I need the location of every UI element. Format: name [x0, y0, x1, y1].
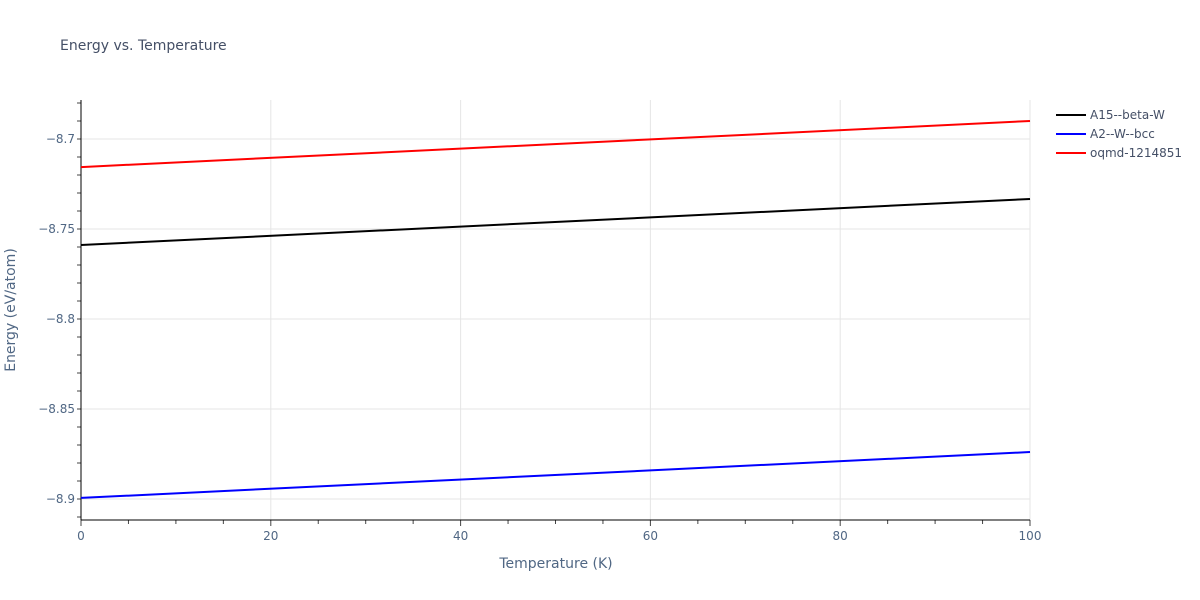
axes: 0 20 40 60 80 100 −8.7 −8.75 −8.8 −8.85 −8.9 — [38, 100, 1041, 543]
x-tick-label: 100 — [1019, 529, 1042, 543]
x-tick-label: 80 — [833, 529, 848, 543]
y-tick-label: −8.7 — [46, 132, 75, 146]
legend-item[interactable]: oqmd-1214851 — [1056, 146, 1182, 160]
legend-label: A15--beta-W — [1090, 108, 1165, 122]
x-tick-label: 0 — [77, 529, 85, 543]
chart-title: Energy vs. Temperature — [60, 38, 227, 54]
series-line-A2--W--bcc[interactable] — [80, 451, 1031, 499]
legend-item[interactable]: A15--beta-W — [1056, 108, 1165, 122]
y-tick-label: −8.9 — [46, 492, 75, 506]
y-axis-title: Energy (eV/atom) — [3, 248, 19, 372]
legend-item[interactable]: A2--W--bcc — [1056, 127, 1155, 141]
legend[interactable]: A15--beta-W A2--W--bcc oqmd-1214851 — [1056, 108, 1182, 160]
y-tick-label: −8.75 — [38, 222, 75, 236]
x-tick-label: 60 — [643, 529, 658, 543]
x-tick-label: 40 — [453, 529, 468, 543]
y-tick-label: −8.8 — [46, 312, 75, 326]
gridlines — [81, 100, 1031, 520]
plot-area[interactable] — [80, 120, 1031, 499]
x-tick-label: 20 — [263, 529, 278, 543]
legend-label: oqmd-1214851 — [1090, 146, 1182, 160]
series-line-oqmd-1214851[interactable] — [80, 120, 1031, 169]
y-tick-label: −8.85 — [38, 402, 75, 416]
series-line-A15--beta-W[interactable] — [80, 197, 1031, 247]
x-axis-title: Temperature (K) — [498, 556, 612, 572]
legend-label: A2--W--bcc — [1090, 127, 1155, 141]
